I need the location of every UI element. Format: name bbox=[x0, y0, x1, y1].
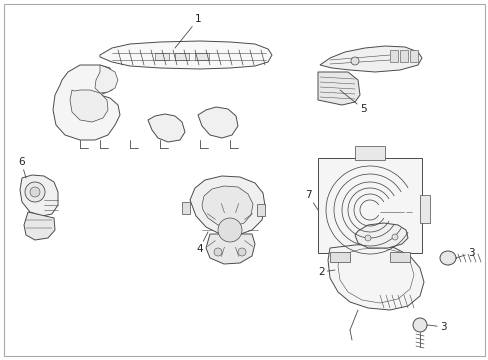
Polygon shape bbox=[100, 41, 271, 69]
Bar bbox=[354, 146, 384, 160]
Polygon shape bbox=[190, 176, 264, 235]
Circle shape bbox=[391, 234, 397, 240]
Circle shape bbox=[214, 248, 222, 256]
Polygon shape bbox=[198, 107, 238, 138]
Polygon shape bbox=[195, 53, 208, 60]
Ellipse shape bbox=[439, 251, 455, 265]
Polygon shape bbox=[205, 234, 254, 264]
Text: 1: 1 bbox=[175, 14, 201, 48]
Bar bbox=[389, 50, 397, 62]
Circle shape bbox=[30, 187, 40, 197]
Text: 3: 3 bbox=[427, 322, 446, 332]
Polygon shape bbox=[202, 186, 252, 227]
Polygon shape bbox=[317, 72, 359, 105]
Polygon shape bbox=[20, 175, 58, 216]
Text: 7: 7 bbox=[305, 190, 317, 210]
Polygon shape bbox=[53, 65, 120, 140]
Polygon shape bbox=[319, 46, 421, 72]
Bar bbox=[389, 252, 409, 262]
Text: 5: 5 bbox=[339, 90, 366, 114]
Text: 4: 4 bbox=[196, 232, 207, 254]
Bar bbox=[419, 195, 429, 223]
Circle shape bbox=[25, 182, 45, 202]
Polygon shape bbox=[327, 244, 423, 310]
Circle shape bbox=[350, 57, 358, 65]
Polygon shape bbox=[354, 223, 407, 248]
Polygon shape bbox=[175, 53, 189, 60]
Circle shape bbox=[364, 235, 370, 241]
Polygon shape bbox=[70, 90, 108, 122]
Text: 3: 3 bbox=[455, 248, 474, 258]
Bar bbox=[329, 252, 349, 262]
Polygon shape bbox=[257, 204, 264, 216]
Ellipse shape bbox=[412, 318, 426, 332]
Polygon shape bbox=[155, 53, 169, 60]
Polygon shape bbox=[182, 202, 190, 214]
Polygon shape bbox=[95, 65, 118, 93]
Circle shape bbox=[238, 248, 245, 256]
Bar bbox=[409, 50, 417, 62]
Circle shape bbox=[218, 218, 242, 242]
Text: 6: 6 bbox=[18, 157, 26, 178]
Polygon shape bbox=[24, 212, 55, 240]
Polygon shape bbox=[148, 114, 184, 142]
Bar bbox=[317, 158, 421, 253]
Bar bbox=[399, 50, 407, 62]
Text: 2: 2 bbox=[317, 267, 334, 277]
